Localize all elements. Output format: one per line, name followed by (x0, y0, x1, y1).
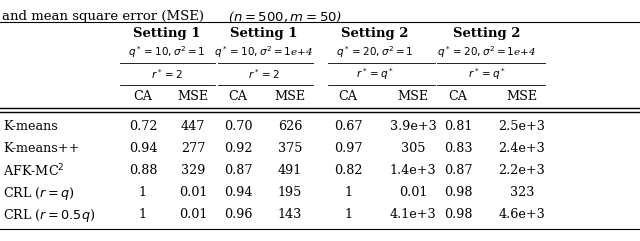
Text: 323: 323 (510, 187, 534, 200)
Text: 0.98: 0.98 (444, 208, 472, 221)
Text: 0.87: 0.87 (444, 165, 472, 178)
Text: 277: 277 (181, 142, 205, 155)
Text: 2.4e+3: 2.4e+3 (499, 142, 545, 155)
Text: 0.87: 0.87 (224, 165, 252, 178)
Text: K-means: K-means (3, 120, 58, 134)
Text: CRL ($r = 0.5q$): CRL ($r = 0.5q$) (3, 207, 95, 223)
Text: $r^* = 2$: $r^* = 2$ (151, 67, 183, 81)
Text: 143: 143 (278, 208, 302, 221)
Text: 447: 447 (181, 120, 205, 134)
Text: AFK-MC$^2$: AFK-MC$^2$ (3, 163, 65, 179)
Text: CA: CA (449, 91, 467, 103)
Text: 0.82: 0.82 (333, 165, 362, 178)
Text: MSE: MSE (506, 91, 538, 103)
Text: $q^* = 10, \sigma^2 =1$e+4: $q^* = 10, \sigma^2 =1$e+4 (214, 44, 314, 60)
Text: ($n = 500, m = 50$): ($n = 500, m = 50$) (228, 10, 342, 25)
Text: 0.94: 0.94 (129, 142, 157, 155)
Text: 0.01: 0.01 (399, 187, 427, 200)
Text: CRL ($r = q$): CRL ($r = q$) (3, 185, 75, 201)
Text: K-means++: K-means++ (3, 142, 79, 155)
Text: 0.83: 0.83 (444, 142, 472, 155)
Text: CA: CA (228, 91, 248, 103)
Text: CA: CA (134, 91, 152, 103)
Text: 626: 626 (278, 120, 302, 134)
Text: CA: CA (339, 91, 358, 103)
Text: and mean square error (MSE): and mean square error (MSE) (2, 10, 208, 23)
Text: $r^* = q^*$: $r^* = q^*$ (468, 66, 506, 82)
Text: 0.01: 0.01 (179, 208, 207, 221)
Text: 3.9e+3: 3.9e+3 (390, 120, 436, 134)
Text: $r^* = q^*$: $r^* = q^*$ (356, 66, 394, 82)
Text: MSE: MSE (177, 91, 209, 103)
Text: 0.97: 0.97 (333, 142, 362, 155)
Text: Setting 2: Setting 2 (341, 27, 409, 40)
Text: 1: 1 (139, 208, 147, 221)
Text: $q^* = 20, \sigma^2 =1$e+4: $q^* = 20, \sigma^2 =1$e+4 (438, 44, 536, 60)
Text: 0.81: 0.81 (444, 120, 472, 134)
Text: MSE: MSE (397, 91, 429, 103)
Text: 0.98: 0.98 (444, 187, 472, 200)
Text: $q^* = 20, \sigma^2 = 1$: $q^* = 20, \sigma^2 = 1$ (336, 44, 413, 60)
Text: Setting 2: Setting 2 (453, 27, 521, 40)
Text: MSE: MSE (275, 91, 305, 103)
Text: 1: 1 (344, 208, 352, 221)
Text: 491: 491 (278, 165, 302, 178)
Text: 2.5e+3: 2.5e+3 (499, 120, 545, 134)
Text: 1: 1 (344, 187, 352, 200)
Text: 375: 375 (278, 142, 302, 155)
Text: 195: 195 (278, 187, 302, 200)
Text: 0.01: 0.01 (179, 187, 207, 200)
Text: 4.6e+3: 4.6e+3 (499, 208, 545, 221)
Text: $q^* = 10, \sigma^2 = 1$: $q^* = 10, \sigma^2 = 1$ (128, 44, 205, 60)
Text: Setting 1: Setting 1 (133, 27, 201, 40)
Text: 1.4e+3: 1.4e+3 (390, 165, 436, 178)
Text: 305: 305 (401, 142, 425, 155)
Text: 0.70: 0.70 (224, 120, 252, 134)
Text: 2.2e+3: 2.2e+3 (499, 165, 545, 178)
Text: 0.72: 0.72 (129, 120, 157, 134)
Text: 0.92: 0.92 (224, 142, 252, 155)
Text: 329: 329 (181, 165, 205, 178)
Text: $r^* = 2$: $r^* = 2$ (248, 67, 280, 81)
Text: 1: 1 (139, 187, 147, 200)
Text: 0.94: 0.94 (224, 187, 252, 200)
Text: 4.1e+3: 4.1e+3 (390, 208, 436, 221)
Text: Setting 1: Setting 1 (230, 27, 298, 40)
Text: 0.88: 0.88 (129, 165, 157, 178)
Text: 0.96: 0.96 (224, 208, 252, 221)
Text: 0.67: 0.67 (333, 120, 362, 134)
